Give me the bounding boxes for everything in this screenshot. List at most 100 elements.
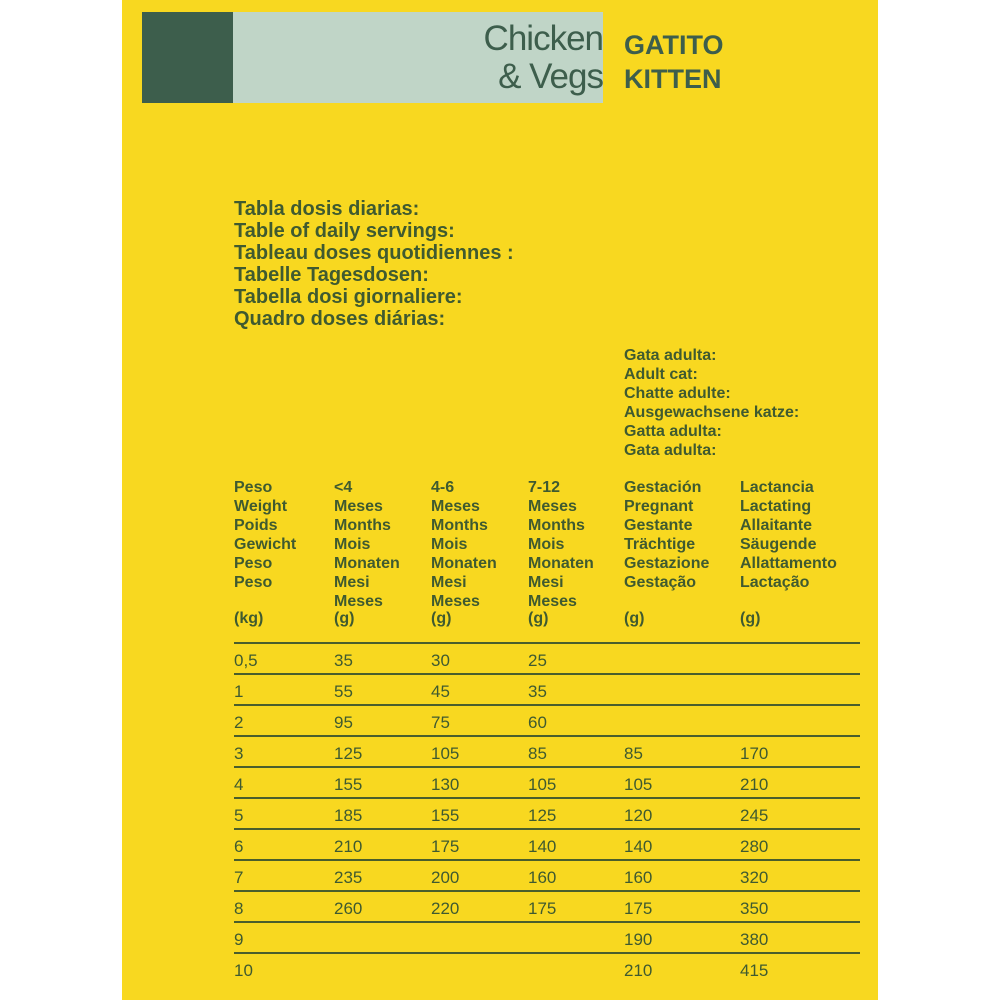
text-line: Lactação (740, 574, 810, 591)
table-cell: 140 (528, 837, 557, 856)
text-line: Meses (431, 498, 480, 515)
table-cell: 130 (431, 775, 460, 794)
table-titles: Tabla dosis diarias: Table of daily servi… (234, 198, 514, 330)
table-cell: 210 (624, 961, 653, 980)
text-line: Gestante (624, 517, 693, 534)
column-header: Gestación Pregnant Gestante Trächtige Gestaz… (624, 478, 709, 592)
text-line: Poids (234, 517, 278, 534)
text-line: 4-6 (431, 479, 455, 496)
text-line: Months (334, 517, 391, 534)
text-line: Mois (334, 536, 371, 553)
table-cell: 155 (431, 806, 460, 825)
table-cell: 280 (740, 837, 769, 856)
column-unit: (g) (334, 610, 355, 627)
table-row: 4 155 130 105 105 210 (234, 766, 860, 797)
text-line: Meses (431, 593, 480, 610)
text-line: Gestazione (624, 555, 710, 572)
text-line: Peso (234, 555, 273, 572)
table-cell: 160 (528, 868, 557, 887)
text-line: Säugende (740, 536, 817, 553)
table-cell: 105 (624, 775, 653, 794)
column-header: Lactancia Lactating Allaitante Säugende Alla… (740, 478, 837, 592)
table-cell: 3 (234, 744, 244, 763)
table-cell: 210 (334, 837, 363, 856)
text-line: Monaten (431, 555, 497, 572)
text-line: Meses (334, 498, 383, 515)
table-cell: 4 (234, 775, 244, 794)
table-cell: 170 (740, 744, 769, 763)
table-cell: 245 (740, 806, 769, 825)
table-cell: 200 (431, 868, 460, 887)
text-line: Mois (431, 536, 468, 553)
table-cell: 5 (234, 806, 244, 825)
table-cell: 105 (431, 744, 460, 763)
text-line: Mesi (334, 574, 370, 591)
text-line: Mesi (528, 574, 564, 591)
life-stage: GATITO KITTEN (624, 28, 724, 96)
text-line: Mois (528, 536, 565, 553)
stage-line-1: GATITO (624, 30, 724, 60)
table-cell: 260 (334, 899, 363, 918)
table-cell: 30 (431, 651, 450, 670)
product-line-1: Chicken (483, 19, 604, 58)
table-row: 8 260 220 175 175 350 (234, 890, 860, 921)
table-cell: 125 (528, 806, 557, 825)
table-cell: 155 (334, 775, 363, 794)
text-line: Adult cat: (624, 366, 698, 383)
text-line: Trächtige (624, 536, 696, 553)
stage-line-2: KITTEN (624, 64, 722, 94)
table-cell: 125 (334, 744, 363, 763)
table-row: 3 125 105 85 85 170 (234, 735, 860, 766)
column-unit: (g) (740, 610, 761, 627)
text-line: Tabla dosis diarias: (234, 198, 420, 220)
package-panel (122, 0, 878, 1000)
text-line: 7-12 (528, 479, 561, 496)
text-line: Lactating (740, 498, 812, 515)
text-line: Meses (528, 593, 577, 610)
table-row: 1 55 45 35 (234, 673, 860, 704)
column-unit: (g) (528, 610, 549, 627)
text-line: Tabelle Tagesdosen: (234, 264, 429, 286)
table-row: 2 95 75 60 (234, 704, 860, 735)
table-cell: 185 (334, 806, 363, 825)
text-line: Gata adulta: (624, 442, 717, 459)
product-name: Chicken & Vegs (483, 19, 604, 96)
column-unit: (kg) (234, 610, 264, 627)
column-header: 4-6 Meses Months Mois Monaten Mesi Meses (431, 478, 497, 611)
text-line: Mesi (431, 574, 467, 591)
text-line: Meses (334, 593, 383, 610)
table-cell: 120 (624, 806, 653, 825)
product-label-band (233, 12, 603, 103)
text-line: Gatta adulta: (624, 423, 722, 440)
table-row: 10 210 415 (234, 952, 860, 983)
table-cell: 175 (528, 899, 557, 918)
table-cell: 160 (624, 868, 653, 887)
brand-color-block (142, 12, 233, 103)
table-cell: 140 (624, 837, 653, 856)
text-line: Tableau doses quotidiennes : (234, 242, 514, 264)
text-line: Meses (528, 498, 577, 515)
table-cell: 75 (431, 713, 450, 732)
table-cell: 320 (740, 868, 769, 887)
table-cell: 8 (234, 899, 244, 918)
text-line: Pregnant (624, 498, 694, 515)
text-line: Lactancia (740, 479, 814, 496)
adult-cat-heading: Gata adulta: Adult cat: Chatte adulte: Ausg… (624, 346, 799, 460)
column-header: <4 Meses Months Mois Monaten Mesi Meses (334, 478, 400, 611)
table-cell: 350 (740, 899, 769, 918)
table-cell: 415 (740, 961, 769, 980)
table-cell: 105 (528, 775, 557, 794)
column-header: 7-12 Meses Months Mois Monaten Mesi Meses (528, 478, 594, 611)
table-cell: 85 (624, 744, 643, 763)
table-cell: 1 (234, 682, 244, 701)
text-line: Gewicht (234, 536, 297, 553)
table-cell: 85 (528, 744, 547, 763)
table-cell: 25 (528, 651, 547, 670)
table-cell: 10 (234, 961, 253, 980)
text-line: Allaitante (740, 517, 813, 534)
text-line: Weight (234, 498, 288, 515)
text-line: Chatte adulte: (624, 385, 731, 402)
table-cell: 2 (234, 713, 244, 732)
table-cell: 175 (431, 837, 460, 856)
servings-table: 0,5 35 30 25 1 55 45 35 2 95 75 60 3 125 105 85 85 170 4 15… (234, 642, 860, 983)
